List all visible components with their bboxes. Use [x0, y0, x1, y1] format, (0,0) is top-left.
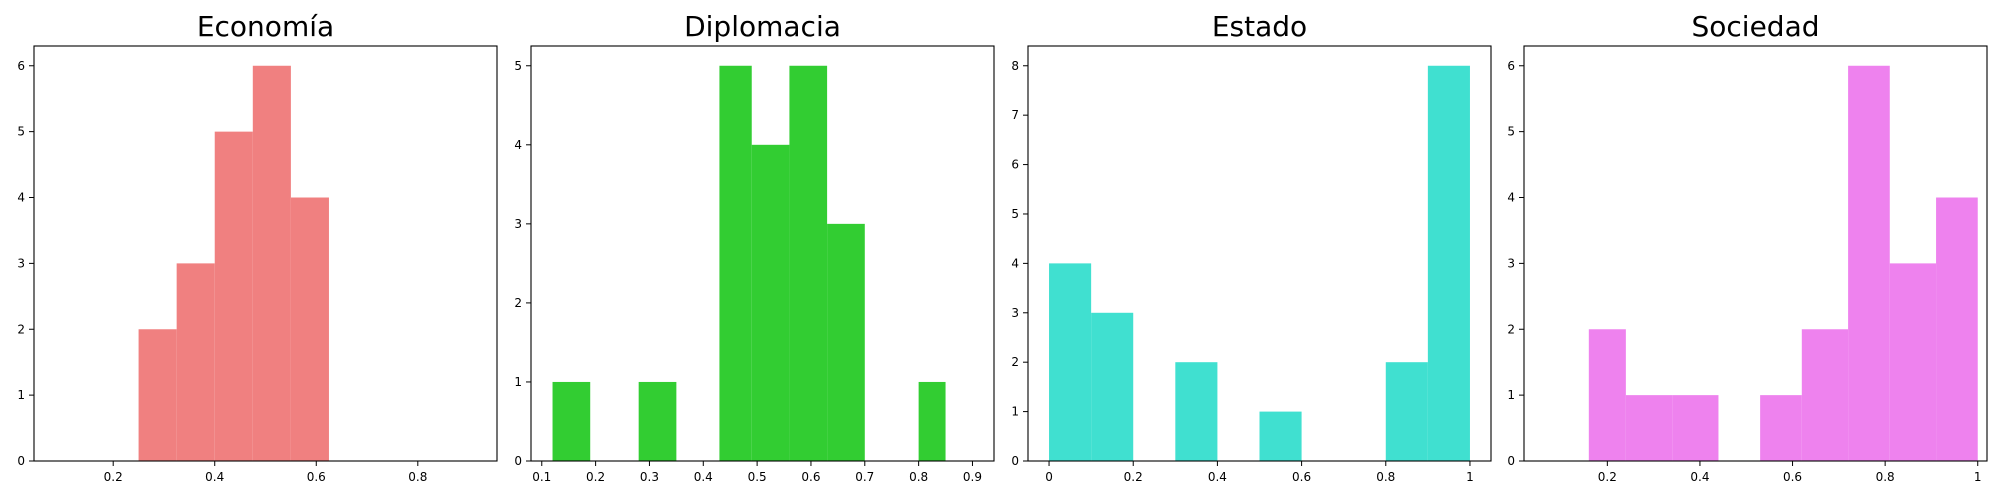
histogram-bar	[1625, 395, 1673, 461]
histogram-bar	[252, 65, 291, 461]
panel-title: Estado	[1212, 10, 1307, 43]
histogram-bar	[1385, 362, 1428, 461]
panel-title: Diplomacia	[684, 10, 841, 43]
x-tick-label: 0.4	[1208, 470, 1227, 484]
x-tick-label: 0.2	[104, 470, 123, 484]
y-tick-label: 3	[514, 217, 522, 231]
y-tick-label: 2	[1507, 322, 1515, 336]
y-tick-label: 3	[1507, 256, 1515, 270]
x-tick-label: 0.8	[408, 470, 427, 484]
axes-frame	[1027, 45, 1492, 462]
x-tick-label: 1	[1466, 470, 1474, 484]
y-tick-label: 2	[514, 296, 522, 310]
x-tick-label: 0.9	[963, 470, 982, 484]
histogram-bar	[789, 65, 828, 461]
y-tick-label: 0	[514, 454, 522, 468]
panel-sociedad: Sociedad 0.2 0.4 0.6 0.8 1 0 1 2 3 4 5 6	[1507, 10, 1988, 484]
x-tick-label: 0	[1045, 470, 1053, 484]
x-tick-label: 0.4	[1690, 470, 1709, 484]
x-tick-label: 0.5	[748, 470, 767, 484]
x-tick-label: 0.6	[307, 470, 326, 484]
histogram-bar	[1091, 312, 1134, 461]
histogram-bar	[1049, 263, 1092, 461]
x-tick-label: 0.7	[855, 470, 874, 484]
x-tick-label: 0.6	[801, 470, 820, 484]
y-tick-label: 5	[514, 59, 522, 73]
histogram-bar	[1760, 395, 1802, 461]
histogram-bar	[1936, 197, 1978, 461]
y-tick-label: 1	[514, 375, 522, 389]
histogram-bar	[1588, 329, 1626, 461]
x-tick-label: 0.4	[694, 470, 713, 484]
x-tick-label: 0.4	[205, 470, 224, 484]
histogram-bar	[1427, 65, 1470, 461]
panel-economia: Economía 0.2 0.4 0.6 0.8 0 1 2 3 4 5 6	[17, 10, 498, 484]
histogram-bar	[751, 144, 790, 462]
y-tick-label: 1	[1507, 388, 1515, 402]
histogram-bar	[1848, 65, 1890, 461]
histogram-bar	[290, 197, 329, 461]
histogram-bar	[1889, 263, 1937, 461]
y-tick-label: 7	[1011, 108, 1019, 122]
y-tick-label: 5	[1011, 207, 1019, 221]
y-tick-label: 2	[17, 322, 25, 336]
panel-title: Sociedad	[1691, 10, 1819, 43]
y-tick-label: 4	[514, 138, 522, 152]
y-tick-label: 4	[1011, 256, 1019, 270]
y-tick-label: 1	[17, 388, 25, 402]
x-tick-label: 1	[1974, 470, 1982, 484]
y-tick-label: 2	[1011, 355, 1019, 369]
y-tick-label: 6	[1011, 158, 1019, 172]
histogram-bar	[719, 65, 752, 461]
x-tick-label: 0.8	[1376, 470, 1395, 484]
histogram-bar	[827, 223, 865, 461]
histogram-bar	[918, 381, 946, 461]
y-tick-label: 6	[1507, 59, 1515, 73]
histogram-bar	[638, 381, 677, 461]
x-tick-label: 0.3	[640, 470, 659, 484]
y-tick-label: 5	[17, 125, 25, 139]
y-tick-label: 5	[1507, 125, 1515, 139]
y-tick-label: 1	[1011, 405, 1019, 419]
histogram-bar	[1259, 411, 1302, 461]
histogram-bar	[552, 381, 591, 461]
axes-frame	[1523, 45, 1988, 462]
y-tick-label: 3	[17, 256, 25, 270]
histogram-bar	[1175, 362, 1218, 461]
x-tick-label: 0.8	[909, 470, 928, 484]
y-tick-label: 6	[17, 59, 25, 73]
x-tick-label: 0.2	[586, 470, 605, 484]
histogram-bar	[138, 329, 177, 461]
panel-diplomacia: Diplomacia 0.1 0.2 0.3 0.4 0.5 0.6 0.7 0.8 0.9 0 1…	[514, 10, 995, 484]
x-tick-label: 0.6	[1783, 470, 1802, 484]
panel-estado: Estado 0 0.2 0.4 0.6 0.8 1 0 1 2 3 4 5 6 7 8	[1011, 10, 1492, 484]
axes-frame	[530, 45, 995, 462]
axes-frame	[33, 45, 498, 462]
y-tick-label: 0	[1011, 454, 1019, 468]
y-tick-label: 4	[17, 191, 25, 205]
histogram-bar	[214, 131, 253, 461]
x-tick-label: 0.1	[532, 470, 551, 484]
y-tick-label: 3	[1011, 306, 1019, 320]
y-tick-label: 4	[1507, 191, 1515, 205]
y-tick-label: 0	[17, 454, 25, 468]
y-tick-label: 8	[1011, 59, 1019, 73]
histogram-bar	[1801, 329, 1849, 461]
panel-title: Economía	[197, 10, 334, 43]
x-tick-label: 0.8	[1876, 470, 1895, 484]
x-tick-label: 0.6	[1292, 470, 1311, 484]
y-tick-label: 0	[1507, 454, 1515, 468]
histogram-bar	[176, 263, 215, 461]
histogram-bar	[1672, 395, 1719, 461]
x-tick-label: 0.2	[1598, 470, 1617, 484]
x-tick-label: 0.2	[1124, 470, 1143, 484]
